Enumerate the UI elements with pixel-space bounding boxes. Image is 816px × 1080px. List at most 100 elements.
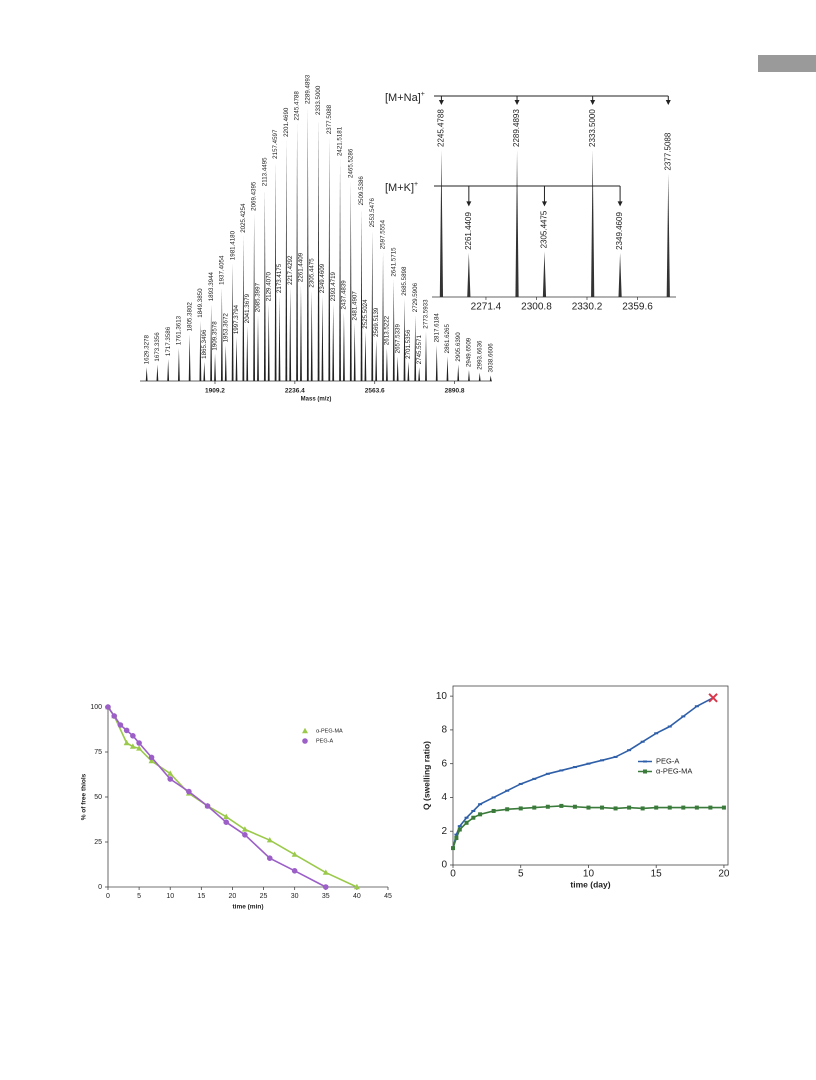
peak <box>253 213 256 381</box>
peak <box>246 326 249 381</box>
y-tick-label: 0 <box>98 884 102 891</box>
marker <box>613 755 618 758</box>
y-axis-label: Q (swelling ratio) <box>421 741 431 810</box>
peak <box>167 359 170 381</box>
marker <box>586 805 591 810</box>
peak <box>156 364 159 381</box>
x-tick-label: 5 <box>137 893 141 900</box>
peak <box>300 285 302 381</box>
x-tick-label: 30 <box>291 893 299 900</box>
peak <box>220 287 223 381</box>
end-marker <box>708 693 718 703</box>
peak <box>425 331 427 381</box>
peak <box>224 345 227 381</box>
y-tick-label: 6 <box>441 758 447 769</box>
y-tick-label: 100 <box>90 704 102 711</box>
peak-label: 2481.4907 <box>351 291 358 321</box>
peak <box>188 334 191 381</box>
marker <box>478 812 483 817</box>
marker <box>322 869 329 875</box>
peak <box>306 107 309 381</box>
peak <box>457 364 460 381</box>
ion-charge: + <box>421 91 425 98</box>
marker <box>600 759 605 762</box>
peak <box>321 296 324 381</box>
peak <box>407 361 410 381</box>
peak-label: 2305.4475 <box>540 210 549 248</box>
peak <box>439 150 444 297</box>
peak-label: 2553.5476 <box>369 197 376 227</box>
peak <box>343 312 345 381</box>
peak-label: 1717.3586 <box>165 326 172 356</box>
peak <box>403 298 406 381</box>
peak-label: 2173.4175 <box>276 263 283 293</box>
peak-label: 2157.4597 <box>272 129 279 159</box>
x-axis-label: Mass (m/z) <box>301 397 332 403</box>
marker <box>111 713 118 719</box>
peak <box>332 304 335 381</box>
peak-label: 2657.5339 <box>394 324 401 354</box>
peak <box>210 304 213 381</box>
peak-label: 2613.5222 <box>384 315 391 345</box>
peak <box>274 161 277 381</box>
marker <box>148 754 155 761</box>
peak <box>242 235 245 381</box>
arrow-head <box>541 201 547 207</box>
legend-label: PEG-A <box>656 756 679 765</box>
peak <box>392 279 395 381</box>
peak-label: 1865.3496 <box>201 329 208 359</box>
peak <box>203 361 206 381</box>
peak <box>489 375 492 381</box>
series-line <box>107 706 327 888</box>
peak-label: 2217.4292 <box>287 255 294 285</box>
peak <box>145 367 148 381</box>
x-tick-label: 20 <box>718 869 730 880</box>
marker <box>532 805 537 810</box>
plot-frame <box>452 685 729 866</box>
peak-label: 2113.4495 <box>261 157 268 186</box>
marker <box>291 868 298 874</box>
marker <box>241 826 248 832</box>
peak-label: 1673.3356 <box>154 332 161 362</box>
marker <box>640 806 645 811</box>
peak <box>360 208 363 381</box>
marker <box>242 832 248 838</box>
marker <box>117 722 124 728</box>
arrow-head <box>466 201 472 207</box>
marker <box>627 749 632 752</box>
marker <box>186 788 192 795</box>
marker <box>464 816 469 819</box>
x-tick-label: 25 <box>260 893 268 900</box>
peak-label: 2305.4475 <box>308 258 315 288</box>
y-tick-label: 4 <box>441 792 447 803</box>
peak <box>386 348 388 381</box>
peak <box>235 337 238 381</box>
peak-label: 1937.4054 <box>219 255 226 285</box>
marker <box>478 803 483 806</box>
x-tick-label: 10 <box>583 869 595 880</box>
peak <box>382 252 384 381</box>
marker <box>681 805 686 810</box>
peak <box>214 353 216 381</box>
marker <box>457 827 462 832</box>
marker <box>518 806 523 811</box>
y-tick-label: 50 <box>94 794 102 801</box>
peak-label: 1893.3944 <box>208 271 215 301</box>
peak <box>371 230 374 381</box>
marker <box>708 805 713 810</box>
peak <box>468 370 470 381</box>
peak-label: 1629.3278 <box>143 334 150 364</box>
marker <box>291 851 298 857</box>
x-tick-label: 2330.2 <box>572 302 603 313</box>
x-tick-label: 10 <box>166 893 174 900</box>
marker <box>545 772 550 775</box>
y-tick-label: 8 <box>441 725 447 736</box>
peak-label: 1997.3794 <box>233 304 240 334</box>
x-tick-label: 20 <box>229 893 237 900</box>
x-axis-label: time (min) <box>232 904 263 911</box>
peak <box>666 173 670 297</box>
marker <box>694 705 699 708</box>
peak-label: 2701.5356 <box>405 329 412 359</box>
peak <box>542 251 547 297</box>
